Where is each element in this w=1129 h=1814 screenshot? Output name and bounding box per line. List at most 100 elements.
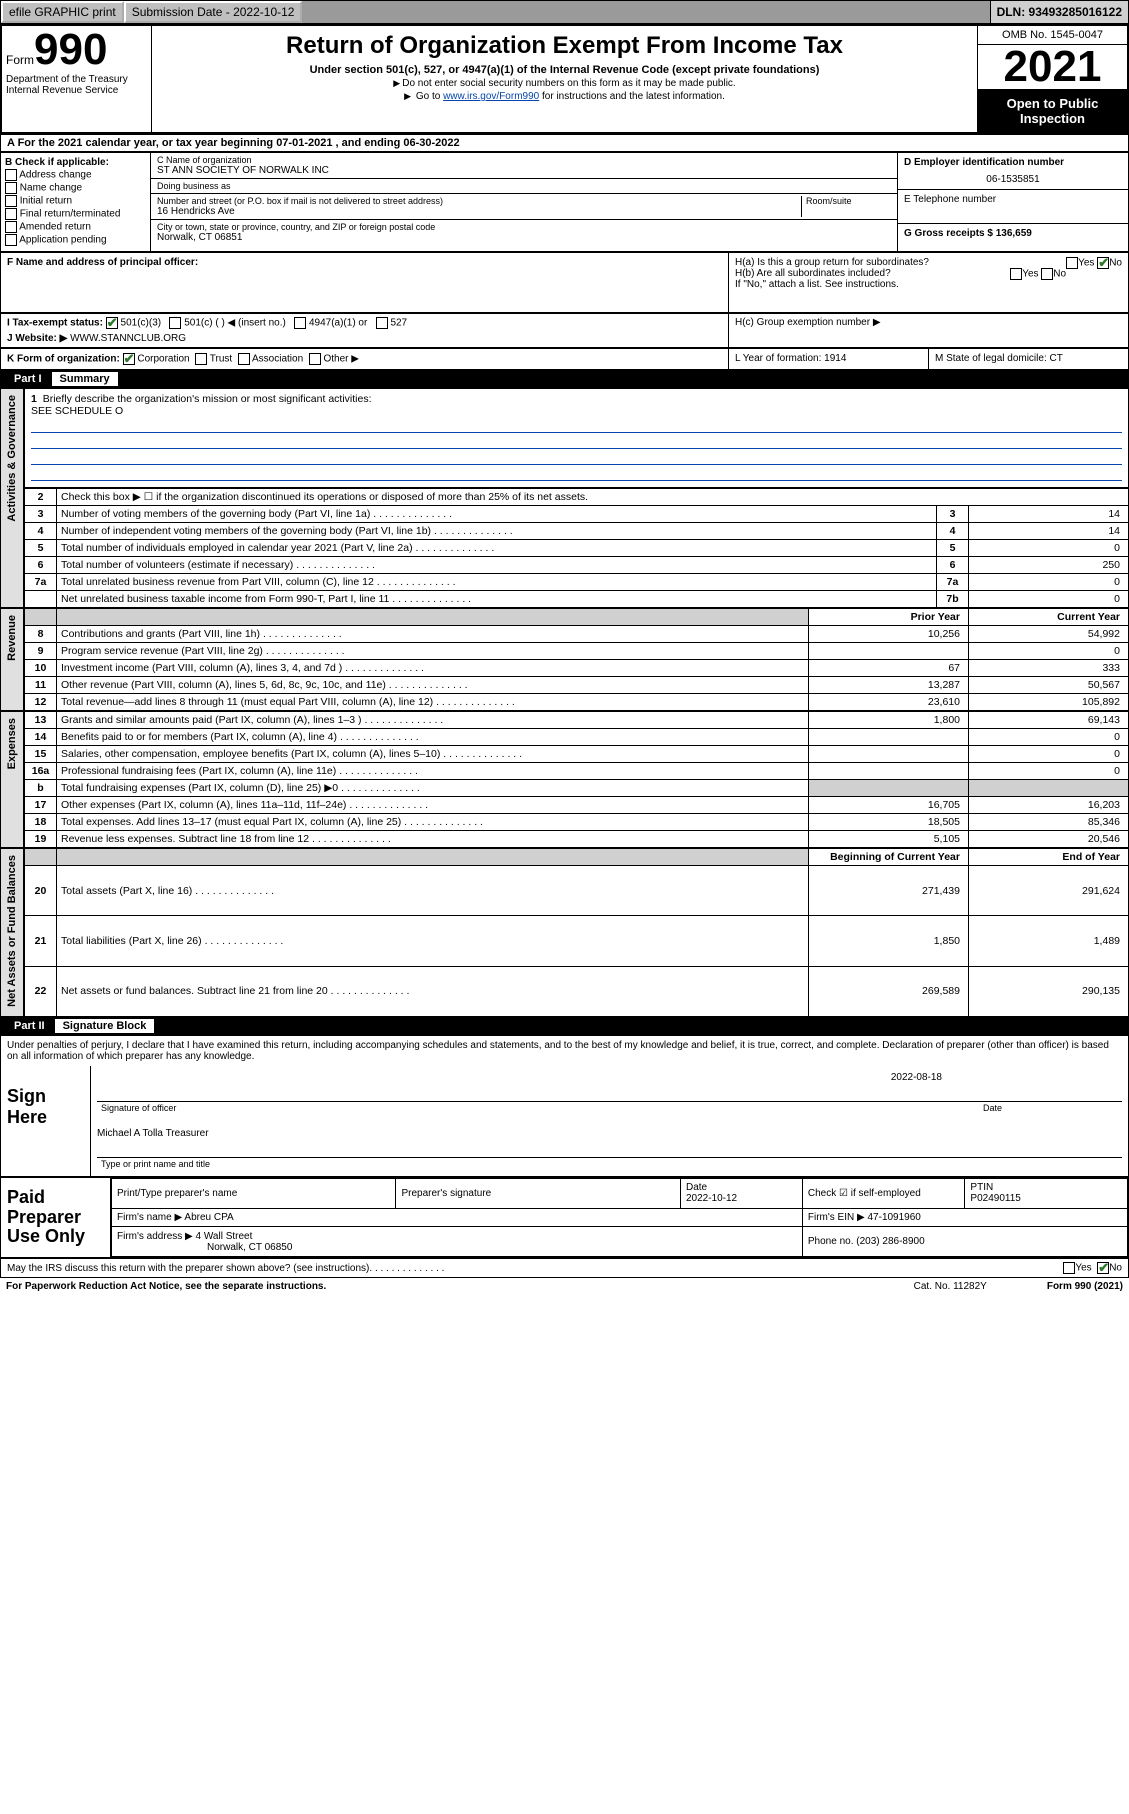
- toolbar-spacer: [302, 1, 990, 23]
- form-number: 990: [34, 25, 107, 74]
- sidelabel-governance: Activities & Governance: [0, 388, 24, 608]
- col-b-title: B Check if applicable:: [5, 157, 146, 168]
- group-exemption: H(c) Group exemption number ▶: [728, 314, 1128, 347]
- perjury-declaration: Under penalties of perjury, I declare th…: [1, 1036, 1128, 1066]
- table-row: 13 Grants and similar amounts paid (Part…: [25, 712, 1129, 729]
- table-row: 9 Program service revenue (Part VIII, li…: [25, 643, 1129, 660]
- cat-no: Cat. No. 11282Y: [914, 1281, 987, 1292]
- table-row: 18 Total expenses. Add lines 13–17 (must…: [25, 814, 1129, 831]
- city-label: City or town, state or province, country…: [157, 222, 891, 232]
- sign-here-label: Sign Here: [1, 1066, 91, 1176]
- chk-527[interactable]: [376, 317, 388, 329]
- section-expenses: Expenses 13 Grants and similar amounts p…: [0, 711, 1129, 848]
- section-governance: Activities & Governance 1 Briefly descri…: [0, 388, 1129, 608]
- firm-phone: (203) 286-8900: [856, 1236, 924, 1247]
- efile-print-button[interactable]: efile GRAPHIC print: [1, 1, 124, 23]
- table-row: 16a Professional fundraising fees (Part …: [25, 763, 1129, 780]
- chk-4947[interactable]: [294, 317, 306, 329]
- paid-preparer-block: Paid Preparer Use Only Print/Type prepar…: [0, 1177, 1129, 1258]
- col-b-checkboxes: B Check if applicable: Address change Na…: [1, 153, 151, 251]
- note-ssn: Do not enter social security numbers on …: [160, 78, 969, 89]
- section-identity: B Check if applicable: Address change Na…: [0, 152, 1129, 252]
- chk-amended[interactable]: Amended return: [5, 221, 146, 233]
- chk-501c3[interactable]: [106, 317, 118, 329]
- street-value: 16 Hendricks Ave: [157, 206, 801, 217]
- table-row: 10 Investment income (Part VIII, column …: [25, 660, 1129, 677]
- org-name: ST ANN SOCIETY OF NORWALK INC: [157, 165, 891, 176]
- chk-501c[interactable]: [169, 317, 181, 329]
- current-year-header: Current Year: [969, 609, 1129, 626]
- net-assets-table: Beginning of Current Year End of Year 20…: [24, 848, 1129, 1017]
- phone-label: E Telephone number: [904, 194, 1122, 205]
- dln-label: DLN: 93493285016122: [991, 3, 1128, 21]
- col-c-org-info: C Name of organization ST ANN SOCIETY OF…: [151, 153, 898, 251]
- gross-receipts: G Gross receipts $ 136,659: [898, 224, 1128, 243]
- table-row: 19 Revenue less expenses. Subtract line …: [25, 831, 1129, 848]
- footer-last: For Paperwork Reduction Act Notice, see …: [0, 1278, 1129, 1295]
- table-row: 6Total number of volunteers (estimate if…: [25, 557, 1129, 574]
- row-k-l-m: K Form of organization: Corporation Trus…: [0, 348, 1129, 370]
- paid-preparer-table: Print/Type preparer's name Preparer's si…: [111, 1178, 1128, 1257]
- signature-block: Under penalties of perjury, I declare th…: [0, 1035, 1129, 1177]
- pra-notice: For Paperwork Reduction Act Notice, see …: [6, 1281, 326, 1292]
- table-row: 14 Benefits paid to or for members (Part…: [25, 729, 1129, 746]
- officer-name: Michael A Tolla Treasurer: [97, 1128, 1122, 1139]
- state-domicile: M State of legal domicile: CT: [928, 349, 1128, 369]
- sidelabel-net: Net Assets or Fund Balances: [0, 848, 24, 1017]
- chk-initial-return[interactable]: Initial return: [5, 195, 146, 207]
- city-value: Norwalk, CT 06851: [157, 232, 891, 243]
- chk-other[interactable]: [309, 353, 321, 365]
- form-header: Form990 Department of the Treasury Inter…: [0, 24, 1129, 134]
- form-word: Form: [6, 53, 34, 67]
- discuss-no[interactable]: [1097, 1262, 1109, 1274]
- preparer-sig-label: Preparer's signature: [396, 1178, 680, 1208]
- form-title: Return of Organization Exempt From Incom…: [160, 32, 969, 60]
- tax-year: 2021: [978, 45, 1127, 90]
- preparer-date: 2022-10-12: [686, 1193, 737, 1204]
- ein-label: D Employer identification number: [904, 157, 1122, 168]
- firm-name: Abreu CPA: [184, 1212, 233, 1223]
- firm-address: 4 Wall Street: [196, 1231, 253, 1242]
- chk-name-change[interactable]: Name change: [5, 182, 146, 194]
- type-name-label: Type or print name and title: [97, 1158, 214, 1170]
- preparer-name-label: Print/Type preparer's name: [112, 1178, 396, 1208]
- chk-address-change[interactable]: Address change: [5, 169, 146, 181]
- part1-header: Part I Summary: [0, 370, 1129, 388]
- table-row: 12 Total revenue—add lines 8 through 11 …: [25, 694, 1129, 711]
- table-row: 11 Other revenue (Part VIII, column (A),…: [25, 677, 1129, 694]
- sig-date-label: Date: [979, 1102, 1122, 1114]
- chk-trust[interactable]: [195, 353, 207, 365]
- chk-assoc[interactable]: [238, 353, 250, 365]
- ptin-value: P02490115: [970, 1193, 1020, 1204]
- part2-header: Part II Signature Block: [0, 1017, 1129, 1035]
- governance-table: 2Check this box ▶ ☐ if the organization …: [24, 488, 1129, 608]
- table-row: 21 Total liabilities (Part X, line 26) 1…: [25, 916, 1129, 966]
- sidelabel-expenses: Expenses: [0, 711, 24, 848]
- table-row: b Total fundraising expenses (Part IX, c…: [25, 780, 1129, 797]
- irs-link[interactable]: www.irs.gov/Form990: [443, 91, 539, 102]
- table-row: 17 Other expenses (Part IX, column (A), …: [25, 797, 1129, 814]
- row-f-h: F Name and address of principal officer:…: [0, 252, 1129, 313]
- section-revenue: Revenue Prior Year Current Year 8 Contri…: [0, 608, 1129, 711]
- submission-date-button[interactable]: Submission Date - 2022-10-12: [124, 1, 303, 23]
- table-row: 3Number of voting members of the governi…: [25, 506, 1129, 523]
- sig-officer-label: Signature of officer: [97, 1102, 180, 1114]
- beginning-year-header: Beginning of Current Year: [809, 849, 969, 866]
- self-employed-check: Check ☑ if self-employed: [802, 1178, 965, 1208]
- note2-pre: Go to: [416, 91, 443, 102]
- discuss-yes[interactable]: [1063, 1262, 1075, 1274]
- table-row: 20 Total assets (Part X, line 16) 271,43…: [25, 866, 1129, 916]
- chk-corp[interactable]: [123, 353, 135, 365]
- form-ref: Form 990 (2021): [1047, 1281, 1123, 1292]
- group-return: H(a) Is this a group return for subordin…: [728, 253, 1128, 312]
- principal-officer: F Name and address of principal officer:: [1, 253, 728, 312]
- chk-final-return[interactable]: Final return/terminated: [5, 208, 146, 220]
- header-center: Return of Organization Exempt From Incom…: [152, 26, 977, 132]
- year-formation: L Year of formation: 1914: [728, 349, 928, 369]
- website-value: WWW.STANNCLUB.ORG: [70, 333, 186, 344]
- table-row: 2Check this box ▶ ☐ if the organization …: [25, 489, 1129, 506]
- mission-value: SEE SCHEDULE O: [31, 405, 123, 417]
- table-row: 5Total number of individuals employed in…: [25, 540, 1129, 557]
- header-right: OMB No. 1545-0047 2021 Open to Public In…: [977, 26, 1127, 132]
- chk-application-pending[interactable]: Application pending: [5, 234, 146, 246]
